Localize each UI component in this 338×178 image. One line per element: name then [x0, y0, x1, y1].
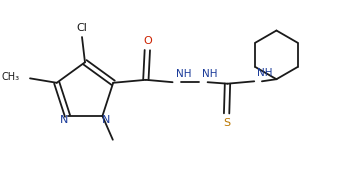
- Text: NH: NH: [202, 69, 218, 79]
- Text: O: O: [143, 36, 152, 46]
- Text: Cl: Cl: [77, 23, 88, 33]
- Text: S: S: [223, 118, 230, 128]
- Text: N: N: [60, 116, 68, 125]
- Text: NH: NH: [175, 69, 191, 79]
- Text: N: N: [102, 116, 110, 125]
- Text: CH₃: CH₃: [1, 72, 20, 82]
- Text: NH: NH: [257, 68, 272, 78]
